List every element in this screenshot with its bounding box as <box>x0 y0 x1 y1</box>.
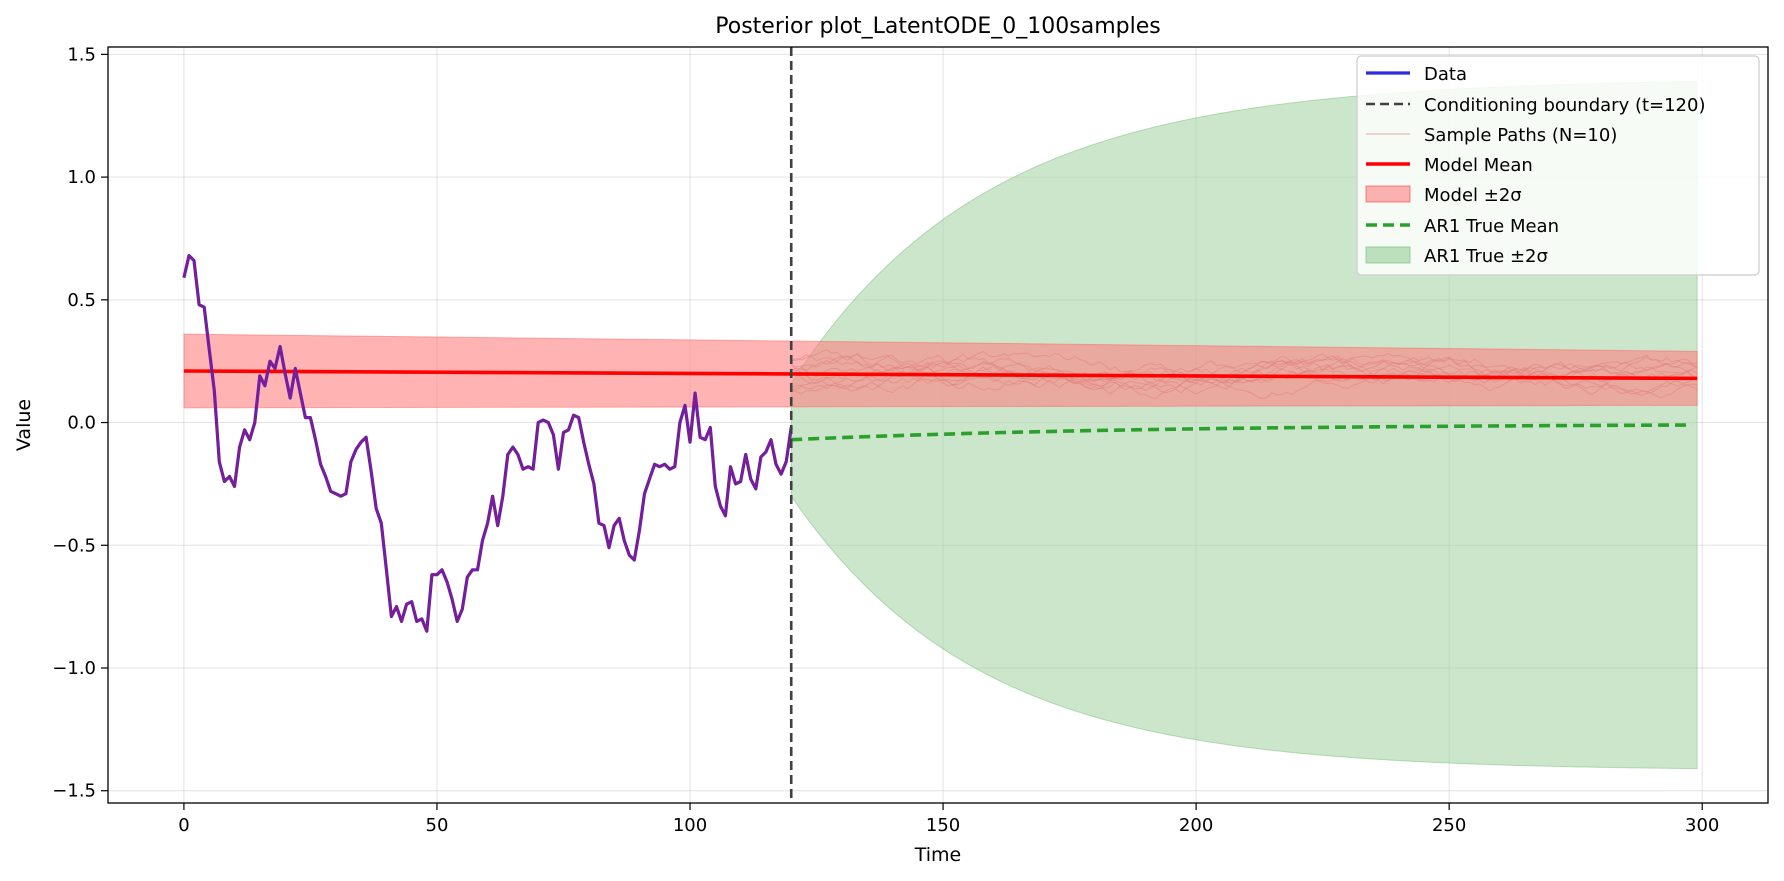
y-tick-label: 1.0 <box>67 167 96 188</box>
legend-label-model-mean: Model Mean <box>1424 155 1533 176</box>
x-axis: 0 50 100 150 200 250 300 <box>178 803 1719 836</box>
y-tick-label: 1.5 <box>67 44 96 65</box>
y-axis-label: Value <box>13 399 35 451</box>
y-tick-label: 0.0 <box>67 413 96 434</box>
sample-path <box>791 359 1698 394</box>
data-line-overlay <box>182 254 793 633</box>
sample-path <box>790 355 1698 399</box>
y-axis: −1.5 −1.0 −0.5 0.0 0.5 1.0 1.5 <box>52 44 108 802</box>
x-tick-label: 250 <box>1432 815 1466 836</box>
legend-label-data: Data <box>1424 64 1467 85</box>
legend-swatch-ar1-band <box>1365 246 1411 264</box>
sample-path <box>791 351 1698 383</box>
legend-box <box>1356 55 1760 276</box>
x-tick-label: 0 <box>178 815 189 836</box>
legend-label-model-band: Model ±2σ <box>1424 185 1522 206</box>
x-tick-label: 100 <box>673 815 707 836</box>
x-tick-label: 50 <box>426 815 449 836</box>
ar1-true-mean-line <box>791 423 1693 442</box>
y-tick-label: −1.0 <box>52 658 96 679</box>
legend: Data Conditioning boundary (t=120) Sampl… <box>1356 55 1760 276</box>
legend-label-sample-paths: Sample Paths (N=10) <box>1424 125 1617 146</box>
x-tick-label: 150 <box>926 815 960 836</box>
model-mean-line <box>183 369 1698 381</box>
y-tick-label: −0.5 <box>52 535 96 556</box>
y-tick-label: −1.5 <box>52 781 96 802</box>
x-tick-label: 200 <box>1179 815 1213 836</box>
y-tick-label: 0.5 <box>67 290 96 311</box>
axes-frame <box>107 46 1769 804</box>
legend-swatch-model-band <box>1365 185 1411 203</box>
x-axis-label: Time <box>914 844 962 866</box>
legend-label-ar1-mean: AR1 True Mean <box>1424 216 1559 237</box>
x-tick-label: 300 <box>1685 815 1719 836</box>
model-band <box>183 333 1698 409</box>
legend-label-ar1-band: AR1 True ±2σ <box>1424 246 1548 267</box>
chart-title: Posterior plot_LatentODE_0_100samples <box>715 14 1160 39</box>
legend-label-boundary: Conditioning boundary (t=120) <box>1424 95 1705 116</box>
